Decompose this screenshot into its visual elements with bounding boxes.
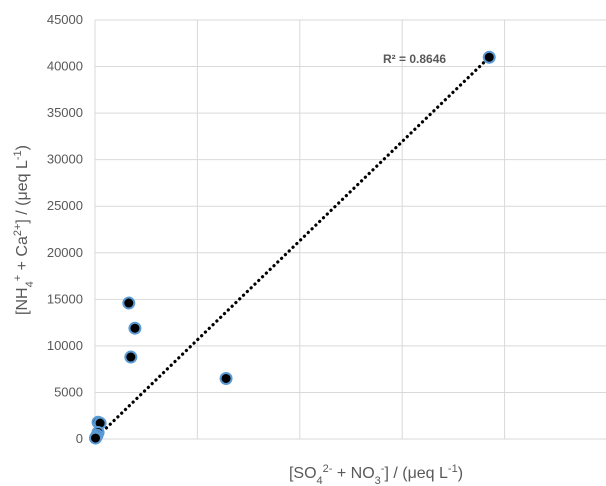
r-squared-label: R² = 0.8646: [383, 52, 446, 66]
y-tick-label: 35000: [47, 105, 83, 120]
y-tick-label: 30000: [47, 152, 83, 167]
y-axis-ticks: 0 5000 10000 15000 20000 25000 30000 35000 40000…: [47, 12, 83, 446]
y-axis-title: [NH4+ + Ca2+] / (μeq L-1): [12, 145, 36, 315]
grid-lines: [94, 19, 606, 440]
data-point: [128, 321, 142, 335]
y-tick-label: 45000: [47, 12, 83, 27]
data-point: [219, 371, 233, 385]
y-tick-label: 0: [76, 431, 83, 446]
data-point: [124, 350, 138, 364]
x-axis-title: [SO42- + NO3-] / (μeq L-1): [289, 463, 463, 486]
y-tick-label: 20000: [47, 245, 83, 260]
data-points: [89, 50, 496, 445]
y-tick-label: 15000: [47, 291, 83, 306]
y-tick-label: 25000: [47, 198, 83, 213]
y-tick-label: 10000: [47, 338, 83, 353]
data-point: [122, 296, 136, 310]
y-tick-label: 40000: [47, 59, 83, 74]
y-tick-label: 5000: [54, 384, 83, 399]
data-point: [89, 431, 103, 445]
trendline: [93, 55, 491, 441]
data-point: [482, 50, 496, 64]
